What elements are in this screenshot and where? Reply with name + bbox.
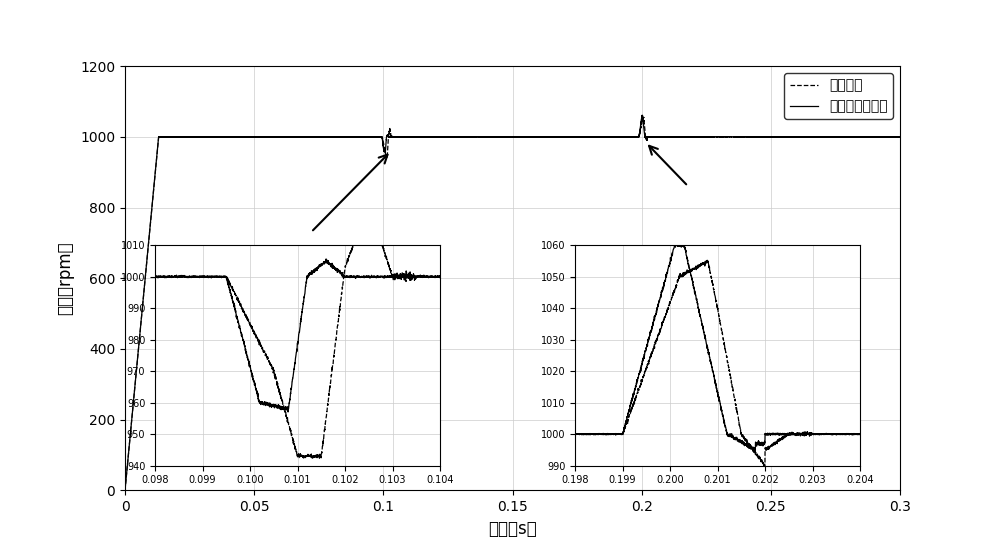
自适应终端滑模 xyxy=(821,133,833,140)
终端滑模 xyxy=(894,133,906,140)
终端滑模 xyxy=(119,487,131,494)
自适应终端滑模 xyxy=(636,112,648,118)
自适应终端滑模 xyxy=(613,133,625,140)
终端滑模 xyxy=(638,114,650,121)
终端滑模 xyxy=(613,133,625,140)
Line: 终端滑模: 终端滑模 xyxy=(125,117,900,490)
自适应终端滑模 xyxy=(214,133,226,140)
自适应终端滑模 xyxy=(527,133,539,140)
自适应终端滑模 xyxy=(894,133,906,140)
终端滑模 xyxy=(214,133,226,140)
X-axis label: 时间（s）: 时间（s） xyxy=(488,520,537,538)
Legend: 终端滑模, 自适应终端滑模: 终端滑模, 自适应终端滑模 xyxy=(784,73,893,119)
Y-axis label: 转速（rpm）: 转速（rpm） xyxy=(57,241,75,315)
自适应终端滑模 xyxy=(119,487,131,494)
Line: 自适应终端滑模: 自适应终端滑模 xyxy=(125,115,900,490)
自适应终端滑模 xyxy=(137,300,149,307)
终端滑模 xyxy=(527,133,539,140)
终端滑模 xyxy=(821,133,833,140)
终端滑模 xyxy=(856,133,868,140)
自适应终端滑模 xyxy=(856,133,868,140)
终端滑模 xyxy=(137,300,149,307)
